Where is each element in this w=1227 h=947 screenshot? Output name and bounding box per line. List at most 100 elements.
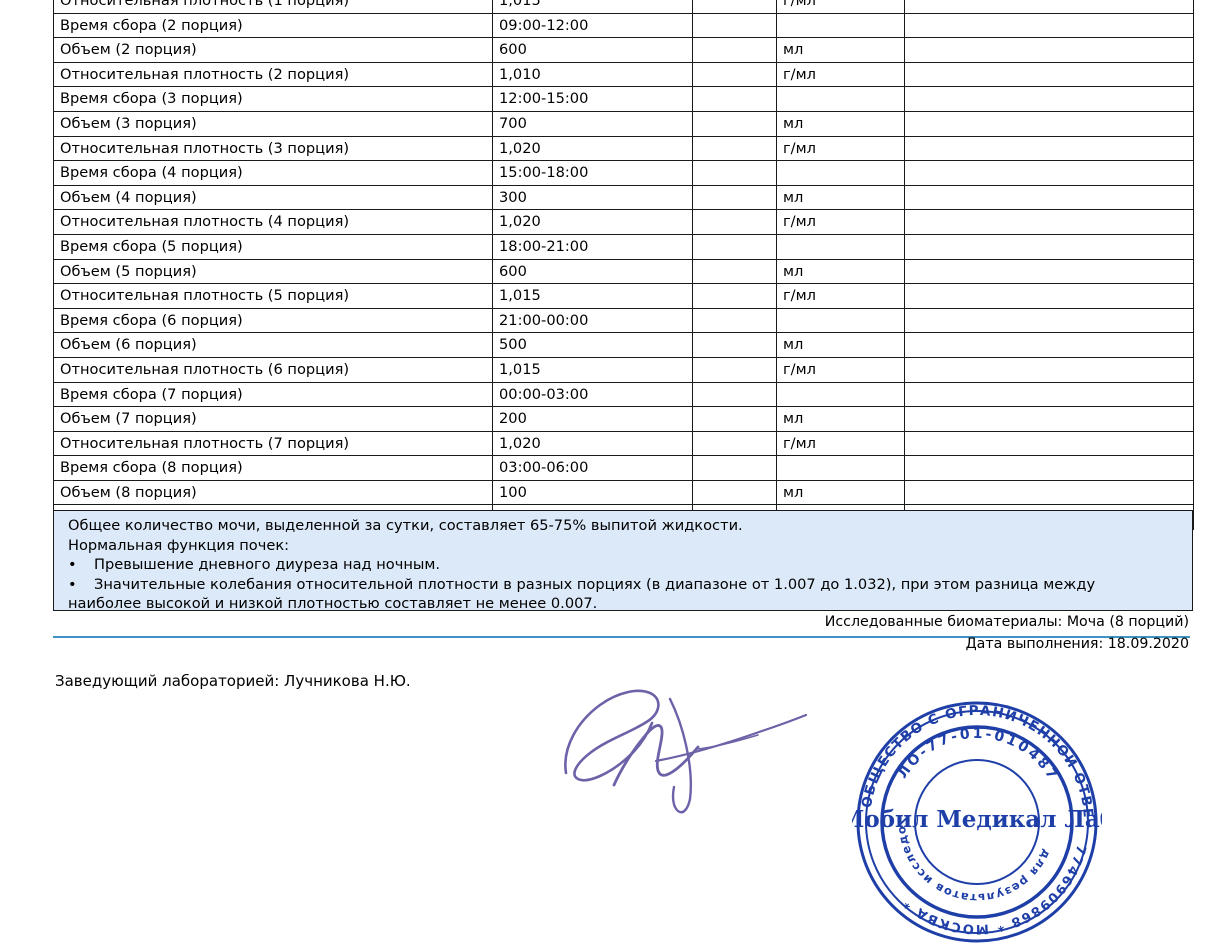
table-row: Время сбора (6 порция) 21:00-00:00 [53, 307, 1194, 334]
result-value: 18:00-21:00 [492, 233, 693, 260]
result-reference [692, 135, 777, 162]
table-row: Относительная плотность (1 порция) 1,015 г… [53, 0, 1194, 14]
result-reference [692, 209, 777, 235]
result-value: 100 [492, 479, 693, 506]
result-reference [692, 455, 777, 481]
result-reference [692, 406, 777, 432]
table-row: Объем (3 порция) 700 мл [53, 110, 1194, 137]
table-row: Объем (2 порция) 600 мл [53, 37, 1194, 63]
result-reference [692, 12, 777, 39]
result-notes [904, 307, 1194, 334]
result-notes [904, 160, 1194, 186]
result-name: Относительная плотность (5 порция) [53, 283, 493, 309]
result-units [776, 12, 905, 39]
lab-head-line: Заведующий лабораторией: Лучникова Н.Ю. [55, 672, 411, 690]
result-notes [904, 406, 1194, 432]
result-name: Время сбора (4 порция) [53, 160, 493, 186]
analysis-results-table: Относительная плотность (1 порция) 1,015 г… [53, 0, 1194, 531]
result-reference [692, 86, 777, 112]
result-notes [904, 479, 1194, 506]
result-units [776, 307, 905, 334]
result-value: 300 [492, 184, 693, 211]
result-value: 21:00-00:00 [492, 307, 693, 334]
result-units: мл [776, 110, 905, 137]
result-reference [692, 307, 777, 334]
official-round-stamp: ОБЩЕСТВО С ОГРАНИЧЕННОЙ ОТВЕТСТВЕННОСТЬЮ… [852, 697, 1102, 943]
result-name: Относительная плотность (2 порция) [53, 61, 493, 88]
result-value: 1,020 [492, 135, 693, 162]
result-value: 1,020 [492, 209, 693, 235]
interpretation-note-box: Общее количество мочи, выделенной за сут… [53, 510, 1193, 613]
result-units: г/мл [776, 61, 905, 88]
handwritten-signature [548, 663, 838, 823]
table-row: Время сбора (3 порция) 12:00-15:00 [53, 86, 1194, 112]
table-row: Относительная плотность (5 порция) 1,015 г… [53, 283, 1194, 309]
result-units: г/мл [776, 135, 905, 162]
table-row: Объем (4 порция) 300 мл [53, 184, 1194, 211]
result-notes [904, 233, 1194, 260]
result-value: 1,020 [492, 430, 693, 457]
result-value: 200 [492, 406, 693, 432]
result-name: Объем (4 порция) [53, 184, 493, 211]
result-value: 03:00-06:00 [492, 455, 693, 481]
result-name: Время сбора (6 порция) [53, 307, 493, 334]
result-reference [692, 110, 777, 137]
result-units [776, 86, 905, 112]
result-notes [904, 332, 1194, 358]
result-name: Время сбора (3 порция) [53, 86, 493, 112]
result-name: Относительная плотность (3 порция) [53, 135, 493, 162]
table-row: Время сбора (2 порция) 09:00-12:00 [53, 12, 1194, 39]
result-name: Время сбора (8 порция) [53, 455, 493, 481]
result-reference [692, 332, 777, 358]
result-reference [692, 233, 777, 260]
table-row: Относительная плотность (7 порция) 1,020 г… [53, 430, 1194, 457]
note-bullet-2-continuation: наиболее высокой и низкой плотностью сос… [68, 595, 598, 613]
result-notes [904, 283, 1194, 309]
table-row: Время сбора (4 порция) 15:00-18:00 [53, 160, 1194, 186]
result-notes [904, 381, 1194, 408]
table-row: Объем (8 порция) 100 мл [53, 479, 1194, 506]
result-notes [904, 135, 1194, 162]
svg-text:«Мобил Медикал Лаб»: «Мобил Медикал Лаб» [852, 806, 1102, 833]
bullet-icon: • [68, 556, 77, 574]
table-row: Относительная плотность (4 порция) 1,020 г… [53, 209, 1194, 235]
result-notes [904, 0, 1194, 14]
result-value: 500 [492, 332, 693, 358]
svg-text:ОБЩЕСТВО С ОГРАНИЧЕННОЙ ОТВЕТС: ОБЩЕСТВО С ОГРАНИЧЕННОЙ ОТВЕТСТВЕННОСТЬЮ… [852, 697, 1096, 819]
result-name: Объем (8 порция) [53, 479, 493, 506]
table-row: Объем (7 порция) 200 мл [53, 406, 1194, 432]
table-row: Время сбора (8 порция) 03:00-06:00 [53, 455, 1194, 481]
result-name: Время сбора (7 порция) [53, 381, 493, 408]
result-units [776, 381, 905, 408]
result-notes [904, 430, 1194, 457]
result-notes [904, 209, 1194, 235]
result-reference [692, 381, 777, 408]
result-reference [692, 283, 777, 309]
result-units: мл [776, 406, 905, 432]
table-row: Объем (6 порция) 500 мл [53, 332, 1194, 358]
result-value: 1,015 [492, 283, 693, 309]
result-value: 15:00-18:00 [492, 160, 693, 186]
result-name: Объем (5 порция) [53, 258, 493, 285]
result-reference [692, 356, 777, 383]
note-bullet-daytime-diuresis: • Превышение дневного диуреза над ночным. [68, 555, 1184, 575]
result-name: Время сбора (2 порция) [53, 12, 493, 39]
result-reference [692, 160, 777, 186]
result-notes [904, 37, 1194, 63]
biomaterial-line: Исследованные биоматериалы: Моча (8 порц… [824, 614, 1189, 630]
result-units: г/мл [776, 0, 905, 14]
note-bullet-1-text: Превышение дневного диуреза над ночным. [94, 556, 441, 574]
result-units: г/мл [776, 209, 905, 235]
result-value: 600 [492, 37, 693, 63]
note-bullet-2-text: Значительные колебания относительной пло… [94, 575, 1096, 593]
result-name: Объем (2 порция) [53, 37, 493, 63]
result-units: г/мл [776, 356, 905, 383]
table-row: Объем (5 порция) 600 мл [53, 258, 1194, 285]
result-reference [692, 479, 777, 506]
result-units: мл [776, 479, 905, 506]
result-reference [692, 184, 777, 211]
result-notes [904, 61, 1194, 88]
result-name: Относительная плотность (7 порция) [53, 430, 493, 457]
result-name: Объем (7 порция) [53, 406, 493, 432]
result-notes [904, 184, 1194, 211]
